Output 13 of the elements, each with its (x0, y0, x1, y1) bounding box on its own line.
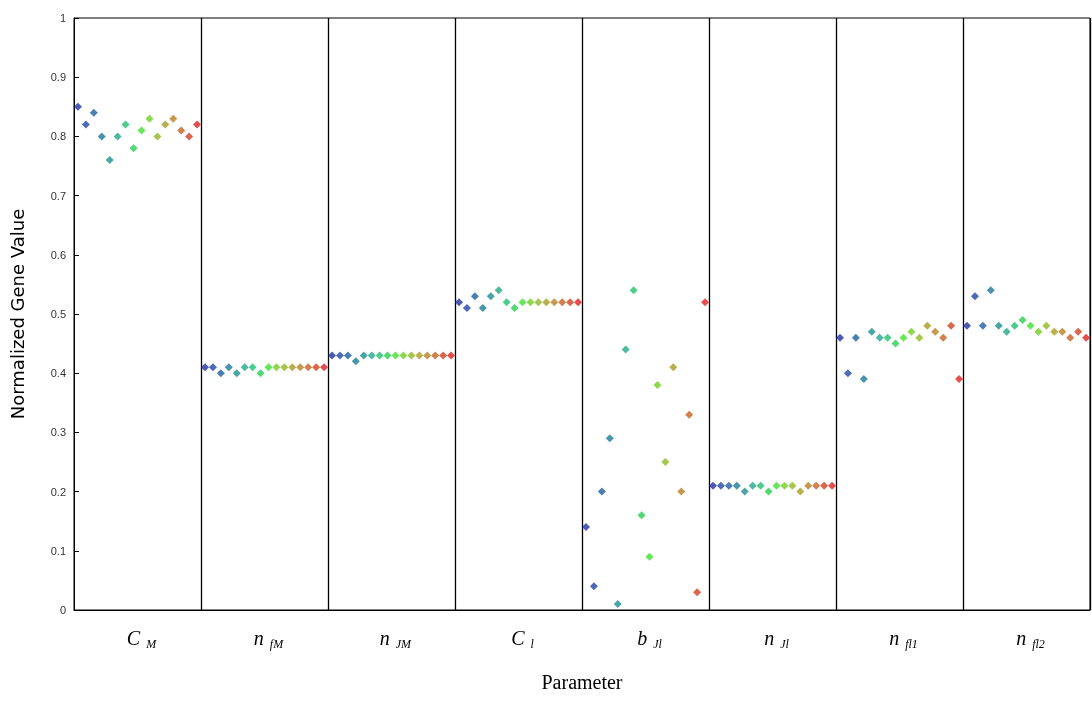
y-axis-title: Normalized Gene Value (6, 208, 28, 420)
y-tick-label: 0.9 (50, 71, 66, 84)
y-tick-label: 0.6 (50, 248, 66, 261)
y-tick-label: 0.3 (50, 426, 66, 439)
y-tick-label: 0.2 (50, 485, 66, 498)
x-axis-title: Parameter (541, 671, 623, 693)
y-tick-label: 0 (59, 604, 66, 616)
y-tick-label: 0.7 (50, 189, 66, 202)
y-tick-label: 0.8 (50, 130, 66, 143)
y-tick-label: 0.1 (50, 544, 66, 557)
y-tick-label: 1 (59, 12, 66, 24)
y-tick-label: 0.4 (50, 367, 66, 380)
y-tick-label: 0.5 (50, 308, 66, 320)
